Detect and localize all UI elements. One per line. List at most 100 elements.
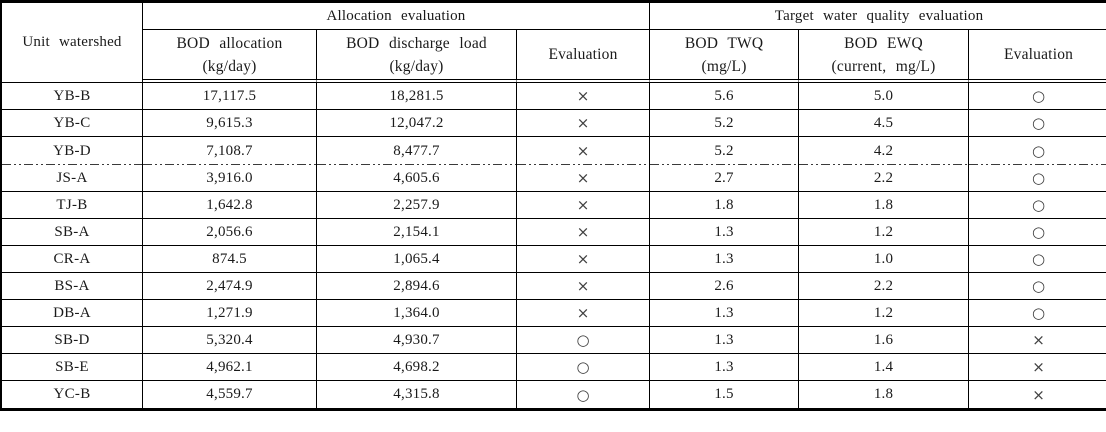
table-row-yb-b: YB-B 17,117.5 18,281.5 × 5.6 5.0 ○ [2, 83, 1106, 110]
bod-allocation-cell: 1,271.9 [143, 300, 317, 327]
bod-ewq-cell: 1.2 [799, 300, 970, 327]
allocation-eval-cell: × [517, 273, 651, 300]
twq-eval-cell: ○ [969, 165, 1106, 192]
bod-ewq-header: BOD EWQ (current, mg/L) [799, 30, 970, 83]
bod-twq-cell: 1.5 [650, 381, 800, 408]
allocation-eval-cell: × [517, 165, 651, 192]
bod-discharge-cell: 2,894.6 [317, 273, 517, 300]
bod-discharge-cell: 18,281.5 [317, 83, 517, 110]
bod-allocation-cell: 7,108.7 [143, 137, 317, 165]
allocation-evaluation-header: Evaluation [517, 30, 651, 83]
table-row-yc-b: YC-B 4,559.7 4,315.8 ○ 1.5 1.8 × [2, 381, 1106, 408]
bod-ewq-cell: 4.2 [799, 137, 970, 165]
allocation-eval-cell: × [517, 192, 651, 219]
allocation-eval-cell: ○ [517, 327, 651, 354]
twq-eval-cell: ○ [969, 192, 1106, 219]
bod-twq-cell: 1.3 [650, 300, 800, 327]
watershed-cell: BS-A [2, 273, 143, 300]
bod-ewq-cell: 2.2 [799, 165, 970, 192]
table-row-tj-b: TJ-B 1,642.8 2,257.9 × 1.8 1.8 ○ [2, 192, 1106, 219]
bod-discharge-cell: 1,065.4 [317, 246, 517, 273]
bod-discharge-cell: 1,364.0 [317, 300, 517, 327]
bod-allocation-header: BOD allocation (kg/day) [143, 30, 317, 83]
twq-eval-cell: × [969, 327, 1106, 354]
allocation-eval-cell: ○ [517, 354, 651, 381]
bod-ewq-label: BOD EWQ [844, 34, 923, 52]
twq-eval-cell: ○ [969, 246, 1106, 273]
table-row-sb-d: SB-D 5,320.4 4,930.7 ○ 1.3 1.6 × [2, 327, 1106, 354]
table-row-db-a: DB-A 1,271.9 1,364.0 × 1.3 1.2 ○ [2, 300, 1106, 327]
bod-ewq-cell: 1.2 [799, 219, 970, 246]
allocation-eval-cell: ○ [517, 381, 651, 408]
watershed-cell: CR-A [2, 246, 143, 273]
bod-allocation-cell: 3,916.0 [143, 165, 317, 192]
bod-ewq-cell: 1.4 [799, 354, 970, 381]
bod-ewq-unit: (current, mg/L) [831, 57, 936, 75]
bod-allocation-cell: 5,320.4 [143, 327, 317, 354]
bod-twq-cell: 1.3 [650, 246, 800, 273]
bod-twq-cell: 2.6 [650, 273, 800, 300]
twq-eval-cell: ○ [969, 300, 1106, 327]
group-header-row: Unit watershed Allocation evaluation Tar… [2, 3, 1106, 83]
bod-discharge-cell: 2,257.9 [317, 192, 517, 219]
bod-discharge-load-label: BOD discharge load [346, 34, 487, 52]
table-row-sb-a: SB-A 2,056.6 2,154.1 × 1.3 1.2 ○ [2, 219, 1106, 246]
bod-ewq-cell: 1.8 [799, 381, 970, 408]
twq-evaluation-header: Evaluation [969, 30, 1106, 83]
table-row-js-a: JS-A 3,916.0 4,605.6 × 2.7 2.2 ○ [2, 165, 1106, 192]
twq-eval-cell: × [1032, 385, 1045, 404]
bod-allocation-cell: 17,117.5 [143, 83, 317, 110]
bod-allocation-label: BOD allocation [176, 34, 283, 52]
watershed-cell: SB-E [2, 354, 143, 381]
bod-twq-cell: 1.3 [650, 327, 800, 354]
bod-allocation-cell: 9,615.3 [143, 110, 317, 137]
bod-twq-unit: (mg/L) [701, 57, 747, 75]
watershed-cell: TJ-B [2, 192, 143, 219]
table-row-yb-d: YB-D 7,108.7 8,477.7 × 5.2 4.2 ○ [2, 137, 1106, 165]
twq-eval-cell: ○ [969, 83, 1106, 110]
bod-discharge-cell: 4,605.6 [317, 165, 517, 192]
bod-ewq-cell: 2.2 [799, 273, 970, 300]
bod-ewq-cell: 4.5 [799, 110, 970, 137]
bod-allocation-cell: 1,642.8 [143, 192, 317, 219]
allocation-eval-cell: × [517, 83, 651, 110]
allocation-eval-cell: × [517, 137, 651, 165]
bod-discharge-cell: 12,047.2 [317, 110, 517, 137]
allocation-eval-cell: × [517, 110, 651, 137]
table-row-bs-a: BS-A 2,474.9 2,894.6 × 2.6 2.2 ○ [2, 273, 1106, 300]
bod-ewq-cell: 1.6 [799, 327, 970, 354]
evaluation-table: Unit watershed Allocation evaluation Tar… [0, 0, 1106, 411]
twq-eval-cell: ○ [969, 219, 1106, 246]
bod-discharge-cell: 4,698.2 [317, 354, 517, 381]
bod-ewq-cell: 1.8 [799, 192, 970, 219]
watershed-cell: DB-A [2, 300, 143, 327]
bod-discharge-load-header: BOD discharge load (kg/day) [317, 30, 517, 83]
table-header: Unit watershed Allocation evaluation Tar… [2, 3, 1106, 83]
twq-eval-cell: ○ [969, 137, 1106, 165]
table-row-sb-e: SB-E 4,962.1 4,698.2 ○ 1.3 1.4 × [2, 354, 1106, 381]
twq-eval-cell: ○ [969, 110, 1106, 137]
watershed-cell: YB-D [2, 137, 143, 165]
twq-eval-cell: ○ [969, 273, 1106, 300]
bod-allocation-unit: (kg/day) [202, 57, 257, 75]
watershed-cell: YB-B [2, 83, 143, 110]
allocation-eval-cell: × [517, 246, 651, 273]
bod-discharge-cell: 2,154.1 [317, 219, 517, 246]
bod-twq-cell: 5.6 [650, 83, 800, 110]
bod-twq-label: BOD TWQ [684, 34, 764, 52]
bod-twq-cell: 2.7 [650, 165, 800, 192]
bod-discharge-cell: 4,930.7 [317, 327, 517, 354]
bod-allocation-cell: 2,474.9 [143, 273, 317, 300]
bod-twq-cell: 1.3 [650, 219, 800, 246]
watershed-cell: JS-A [2, 165, 143, 192]
sub-header-row: BOD allocation (kg/day) BOD discharge lo… [2, 30, 1106, 83]
unit-watershed-header: Unit watershed [2, 3, 143, 83]
allocation-eval-cell: × [517, 300, 651, 327]
bod-twq-cell: 5.2 [650, 110, 800, 137]
allocation-evaluation-group-header: Allocation evaluation [143, 3, 651, 30]
table-row-cr-a: CR-A 874.5 1,065.4 × 1.3 1.0 ○ [2, 246, 1106, 273]
bod-allocation-cell: 4,962.1 [143, 354, 317, 381]
bod-allocation-cell: 4,559.7 [143, 381, 317, 408]
table-body: YB-B 17,117.5 18,281.5 × 5.6 5.0 ○ YB-C … [2, 83, 1106, 408]
bod-discharge-load-unit: (kg/day) [389, 57, 444, 75]
